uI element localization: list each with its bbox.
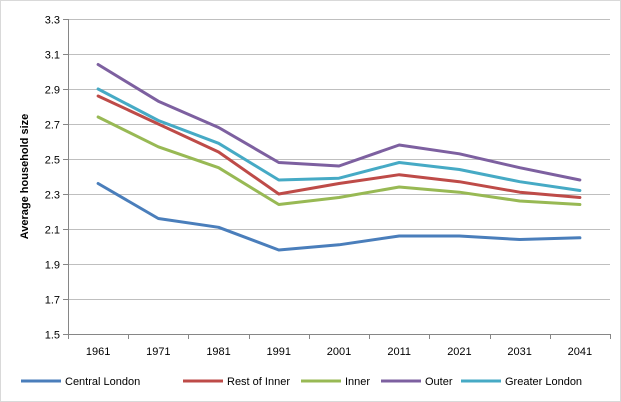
- x-tick-label: 1991: [267, 346, 291, 358]
- legend-item: Rest of Inner: [183, 376, 290, 388]
- y-tick-labels: 1.5 1.7 1.9 2.1 2.3 2.5 2.7 2.9 3.1 3.3: [45, 15, 60, 342]
- y-tick-label: 2.5: [45, 155, 60, 167]
- legend-label: Outer: [425, 376, 453, 388]
- y-tick-label: 2.3: [45, 190, 60, 202]
- series-line-outer: [96, 63, 582, 182]
- y-tick-label: 1.5: [45, 330, 60, 342]
- axes: [63, 19, 611, 339]
- series-line-greater-london: [96, 87, 582, 192]
- x-tick-label: 2031: [507, 346, 531, 358]
- x-tick-label: 1961: [86, 346, 110, 358]
- legend-label: Central London: [65, 376, 140, 388]
- legend: Central London Rest of Inner Inner Outer Gre…: [21, 376, 582, 388]
- y-tick-label: 3.1: [45, 50, 60, 62]
- y-tick-label: 2.7: [45, 120, 60, 132]
- y-axis-title: Average household size: [19, 114, 31, 240]
- series-line-inner: [96, 115, 582, 206]
- x-tick-label: 2001: [327, 346, 351, 358]
- gridlines: [68, 19, 610, 300]
- y-tick-label: 3.3: [45, 15, 60, 27]
- legend-item: Outer: [381, 376, 453, 388]
- series-lines: [96, 63, 582, 252]
- x-tick-label: 1981: [206, 346, 230, 358]
- x-tick-label: 2041: [568, 346, 592, 358]
- legend-label: Inner: [345, 376, 370, 388]
- legend-item: Central London: [21, 376, 140, 388]
- legend-label: Greater London: [505, 376, 582, 388]
- legend-item: Greater London: [461, 376, 582, 388]
- legend-item: Inner: [301, 376, 370, 388]
- series-line-central-london: [96, 182, 582, 252]
- x-tick-labels: 1961 1971 1981 1991 2001 2011 2021 2031 2041: [86, 346, 592, 358]
- x-tick-label: 2021: [447, 346, 471, 358]
- legend-label: Rest of Inner: [227, 376, 290, 388]
- y-tick-label: 1.7: [45, 295, 60, 307]
- x-tick-label: 1971: [146, 346, 170, 358]
- y-tick-label: 2.1: [45, 225, 60, 237]
- y-tick-label: 2.9: [45, 85, 60, 97]
- series-line-rest-of-inner: [96, 94, 582, 199]
- y-tick-label: 1.9: [45, 260, 60, 272]
- x-tick-label: 2011: [387, 346, 411, 358]
